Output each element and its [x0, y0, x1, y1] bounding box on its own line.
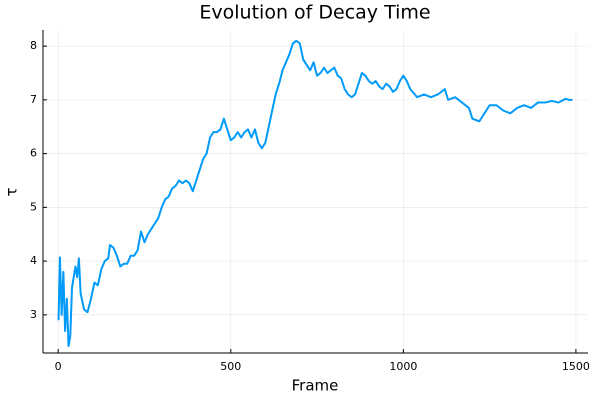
x-tick-label: 1500 [562, 360, 590, 373]
y-tick-label: 5 [30, 200, 37, 213]
y-tick-label: 3 [30, 308, 37, 321]
y-tick-label: 4 [30, 254, 37, 267]
y-tick-label: 7 [30, 93, 37, 106]
chart-title: Evolution of Decay Time [199, 2, 430, 24]
x-tick-label: 500 [220, 360, 241, 373]
x-tick-label: 1000 [389, 360, 417, 373]
y-tick-label: 8 [30, 39, 37, 52]
x-tick-label: 0 [55, 360, 62, 373]
y-axis-label: τ [3, 187, 21, 196]
y-tick-label: 6 [30, 147, 37, 160]
x-axis-label: Frame [292, 377, 339, 395]
data-line [57, 39, 573, 348]
